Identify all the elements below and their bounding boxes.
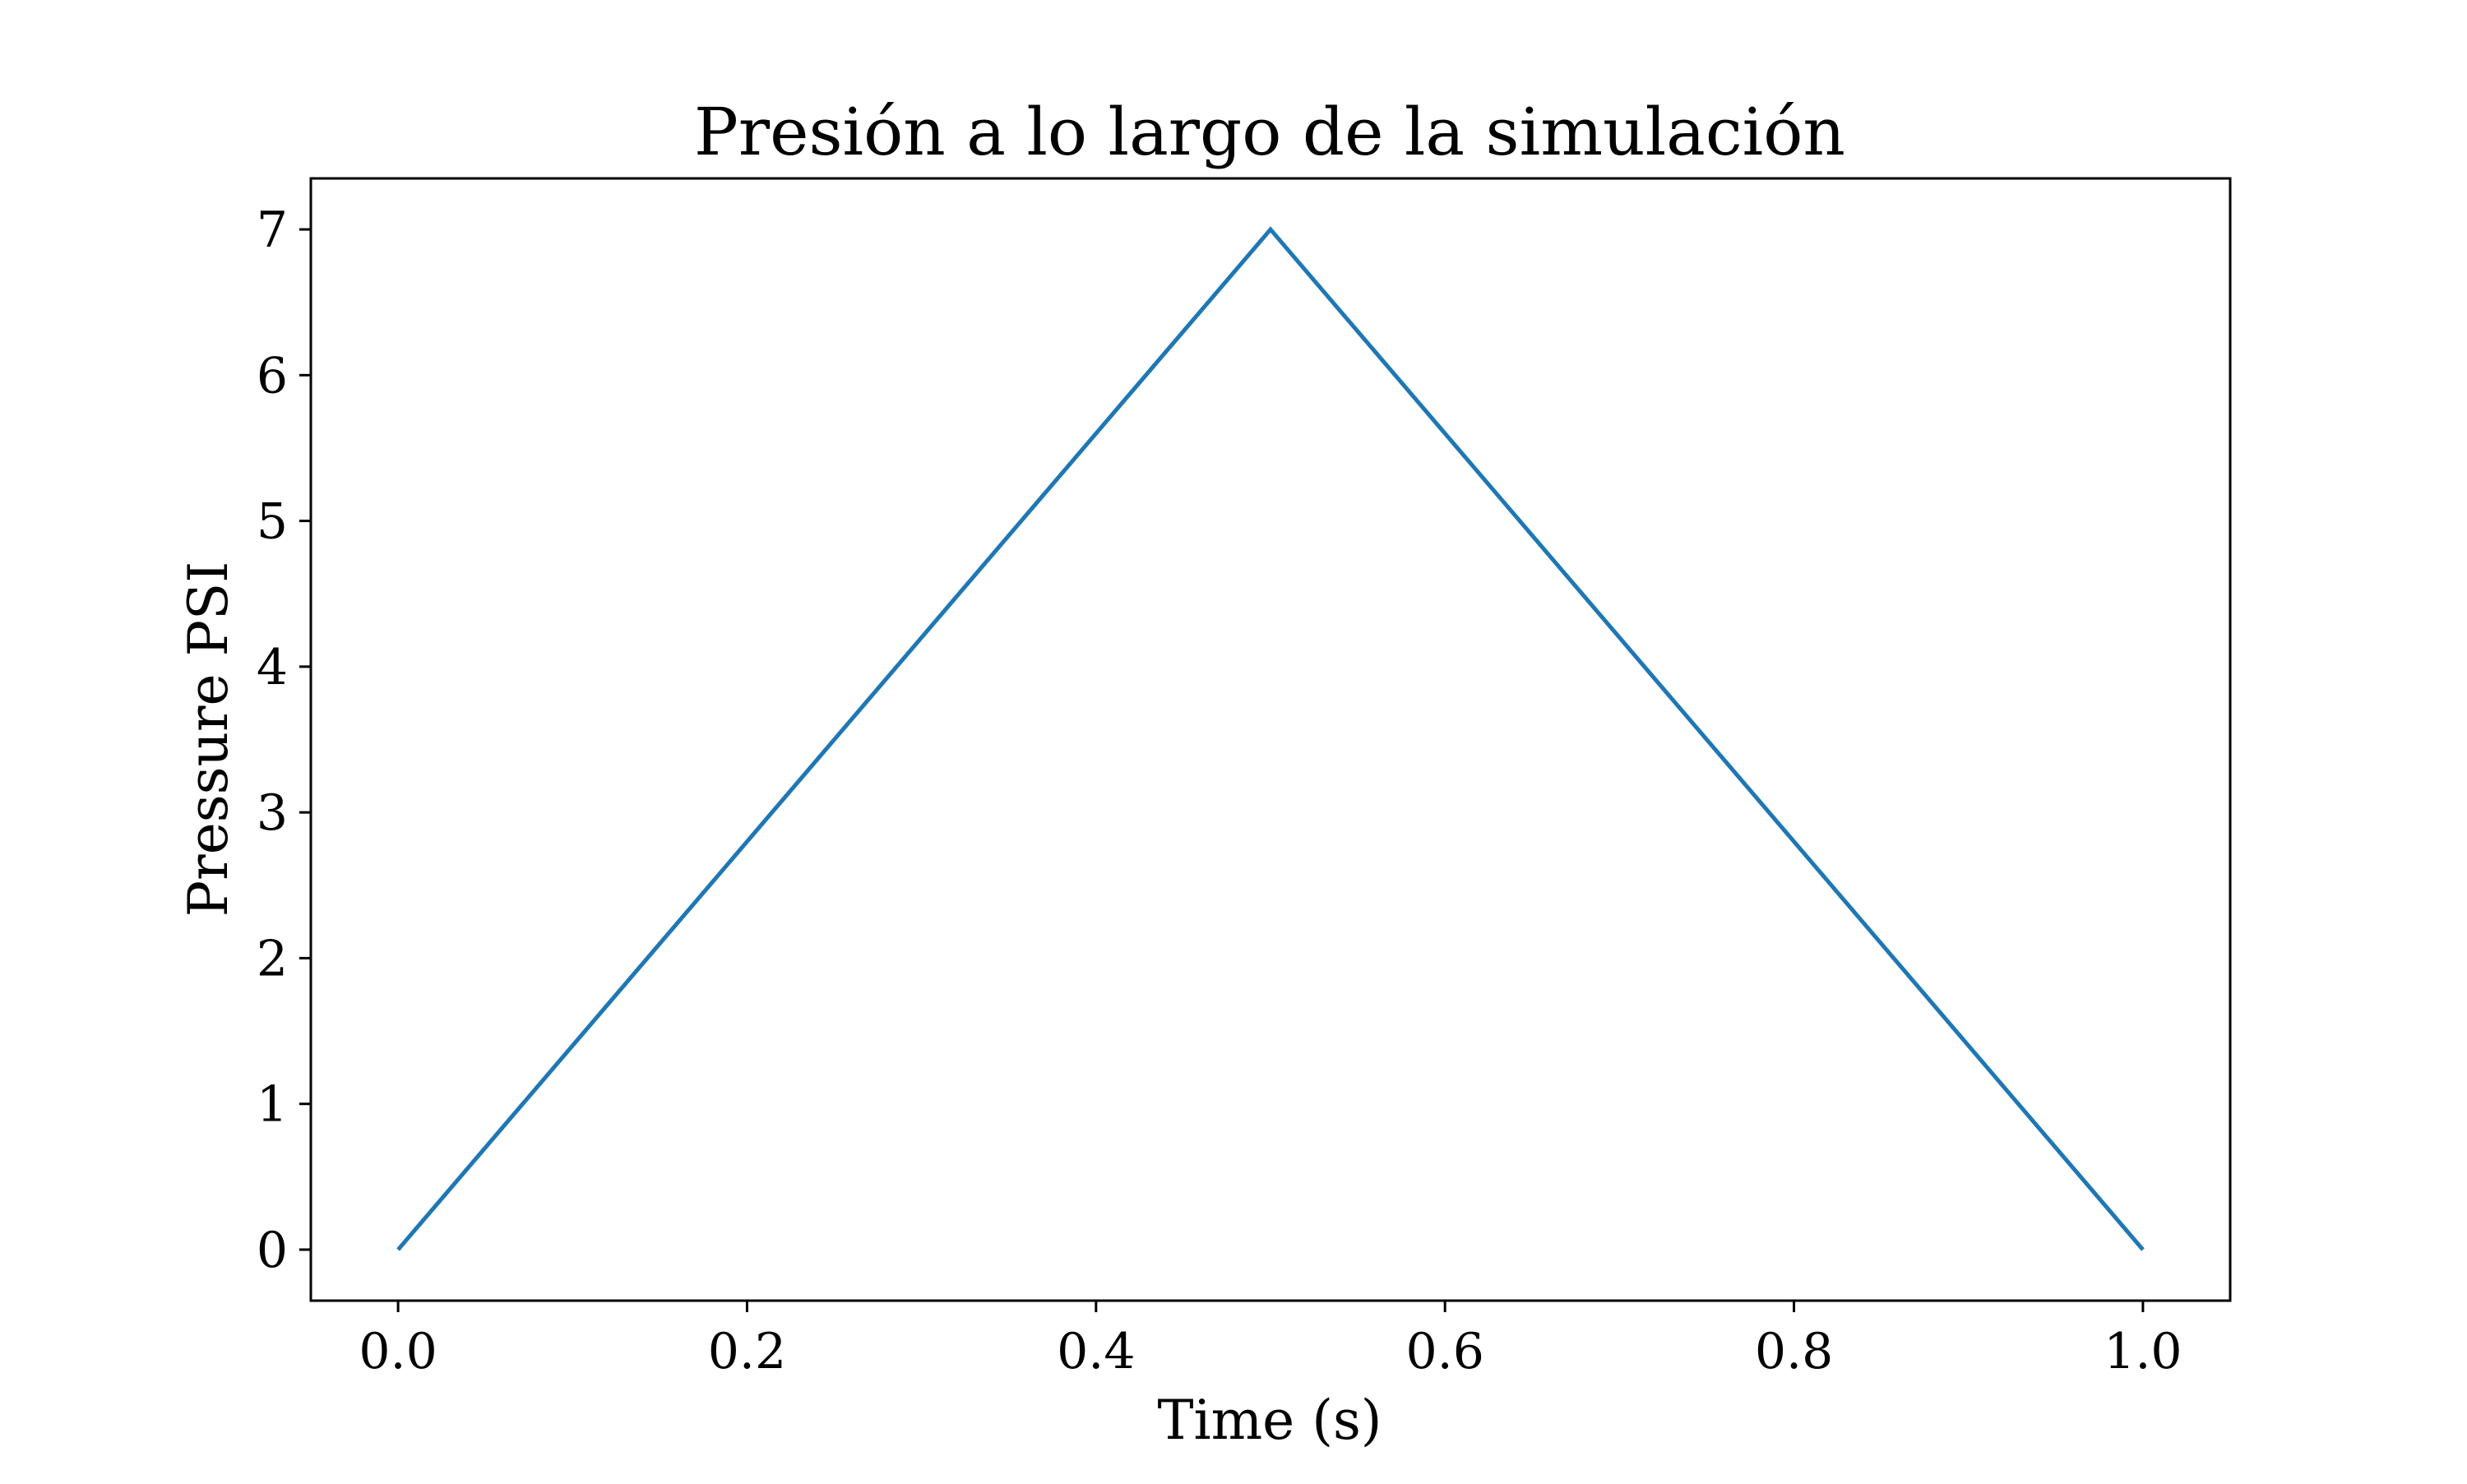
pressure-series-line (396, 226, 2145, 1251)
x-tick-label: 0.4 (1057, 1323, 1135, 1380)
x-axis-ticks: 0.0 0.2 0.4 0.6 0.8 1.0 (359, 1301, 2182, 1380)
x-tick-label: 0.2 (708, 1323, 786, 1380)
x-tick-label: 0.6 (1405, 1323, 1483, 1380)
series-point (2142, 1249, 2143, 1250)
x-tick-label: 1.0 (2104, 1323, 2182, 1380)
y-axis-label: Pressure PSI (177, 562, 240, 918)
series-point (398, 1249, 399, 1250)
axes-frame (309, 177, 2232, 1302)
y-tick-label: 6 (257, 347, 288, 405)
y-tick-label: 5 (257, 493, 288, 551)
y-tick-label: 4 (257, 639, 288, 696)
y-tick-label: 2 (257, 930, 288, 987)
y-tick-label: 0 (257, 1222, 288, 1279)
y-tick-label: 1 (257, 1076, 288, 1134)
y-tick-label: 3 (257, 784, 288, 842)
y-tick-label: 7 (257, 201, 288, 259)
series-layer (396, 226, 2145, 1251)
y-axis-ticks: 0 1 2 3 4 5 6 7 (257, 201, 311, 1279)
chart-title: Presión a lo largo de la simulación (694, 94, 1845, 170)
x-axis-label: Time (s) (1157, 1389, 1382, 1452)
x-tick-label: 0.0 (359, 1323, 437, 1380)
x-tick-label: 0.8 (1755, 1323, 1833, 1380)
